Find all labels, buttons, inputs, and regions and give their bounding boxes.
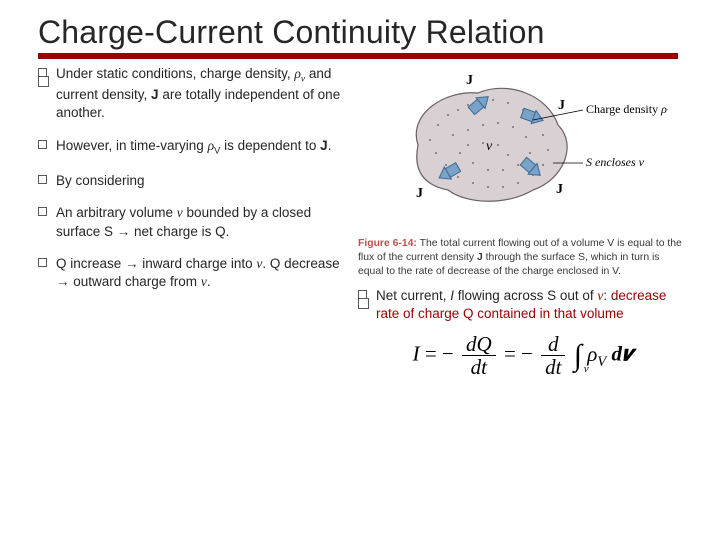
title-underline [38,53,678,59]
eq-integral: ∫v [574,339,582,373]
right-bullet: Net current, I flowing across S out of v… [358,287,688,323]
bullet-square-icon [358,290,367,299]
label-J-botleft: J [416,186,423,201]
bullet-item: An arbitrary volume v bounded by a close… [38,204,348,240]
eq-dv: d𝒗 [612,342,634,366]
eq-integrand: ρV [587,342,606,366]
bullet-text: However, in time-varying ρV is dependent… [56,137,331,158]
eq-lhs: I [413,342,420,366]
bullet-text: Q increase → inward charge into v. Q dec… [56,255,348,291]
eq-frac1: dQ dt [462,333,496,378]
equation: I = − dQ dt = − d dt ∫v ρV d𝒗 [358,333,688,378]
bullet-item: However, in time-varying ρV is dependent… [38,137,348,158]
bullet-text: By considering [56,172,145,190]
label-s-encloses: S encloses v [586,155,645,169]
figure-caption: Figure 6-14: The total current flowing o… [358,235,688,287]
bullet-square-icon [38,140,47,149]
label-J-top: J [466,73,473,88]
eq-minus2: − [521,342,533,366]
figure: J J J J v Charge density ρV S encloses v [358,65,668,235]
left-column: Under static conditions, charge density,… [38,65,348,379]
columns: Under static conditions, charge density,… [38,65,692,379]
bullet-item: Under static conditions, charge density,… [38,65,348,123]
label-J-right: J [558,98,565,113]
bullet-square-icon [38,258,47,267]
bullet-square-icon [38,68,47,77]
slide-title: Charge-Current Continuity Relation [38,14,692,51]
label-charge-density: Charge density ρV [586,102,668,118]
bullet-item: By considering [38,172,348,190]
slide: Charge-Current Continuity Relation Under… [0,0,720,540]
bullet-text: Under static conditions, charge density,… [56,65,348,123]
caption-label: Figure 6-14: [358,238,417,249]
eq-frac2: d dt [541,333,565,378]
figure-svg: J J J J v Charge density ρV S encloses v [358,65,668,230]
label-v: v [486,139,493,154]
bullet-text: An arbitrary volume v bounded by a close… [56,204,348,240]
label-J-botright: J [556,182,563,197]
eq-minus1: − [442,342,454,366]
bullet-square-icon [38,207,47,216]
bullet-square-icon [38,175,47,184]
bullet-item: Q increase → inward charge into v. Q dec… [38,255,348,291]
right-column: J J J J v Charge density ρV S encloses v… [358,65,688,379]
right-bullet-text: Net current, I flowing across S out of v… [376,287,688,323]
